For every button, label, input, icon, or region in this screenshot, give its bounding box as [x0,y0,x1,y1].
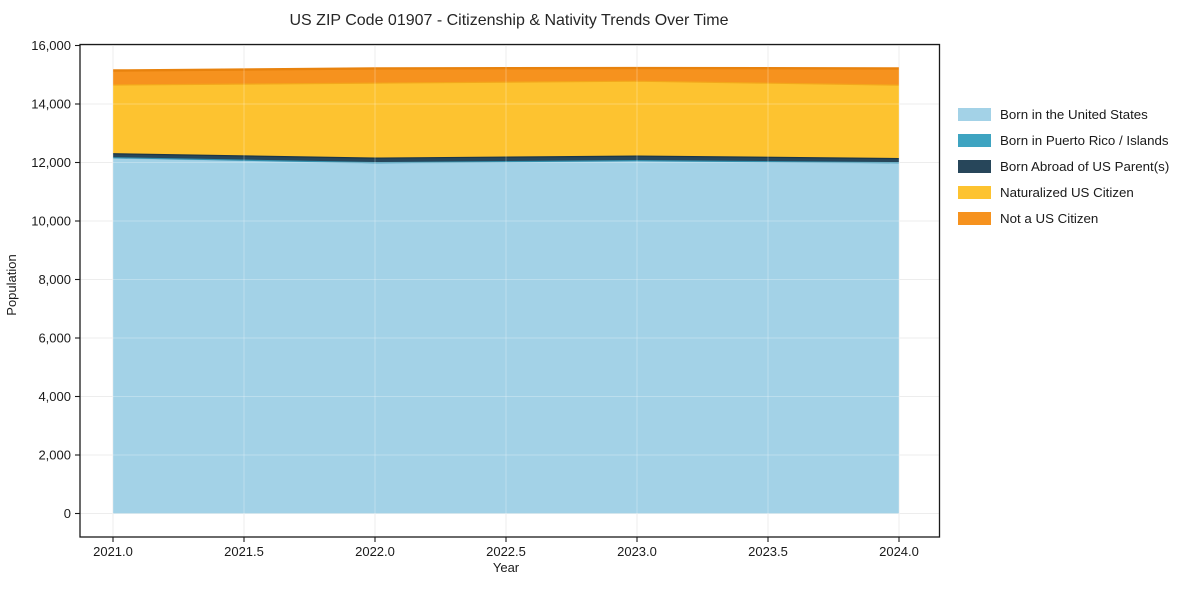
area-born-in-the-united-states [113,157,899,514]
area-edge [112,66,900,72]
area-naturalized-us-citizen [113,80,899,158]
area-edge [112,79,900,86]
x-axis-label: Year [493,560,520,575]
legend-item: Born in Puerto Rico / Islands [958,127,1169,153]
legend-label: Born in the United States [1000,106,1148,122]
legend-item: Born in the United States [958,101,1169,127]
legend-swatch [958,107,991,121]
y-tick-label: 10,000 [31,214,71,229]
chart-title: US ZIP Code 01907 - Citizenship & Nativi… [290,12,729,29]
axes-spines [79,43,941,538]
y-tick-label: 0 [64,506,71,521]
x-tick-label: 2022.0 [355,544,395,559]
x-tick-label: 2023.0 [617,544,657,559]
y-tick-label: 12,000 [31,155,71,170]
legend-item: Born Abroad of US Parent(s) [958,153,1169,179]
y-axis-label: Population [4,254,19,315]
legend-label: Not a US Citizen [1000,210,1099,226]
legend-label: Born in Puerto Rico / Islands [1000,132,1169,148]
legend-swatch [958,159,991,173]
legend-swatch [958,133,991,147]
legend-swatch [958,185,991,199]
y-tick-label: 14,000 [31,97,71,112]
axis-ticks: 0 2,000 4,000 6,000 8,000 10,000 12,000 14,000 1… [31,38,919,559]
x-tick-label: 2024.0 [879,544,919,559]
x-tick-label: 2022.5 [486,544,526,559]
legend-label: Born Abroad of US Parent(s) [1000,158,1170,174]
area-not-a-us-citizen [113,68,899,85]
legend-item: Naturalized US Citizen [958,179,1169,205]
y-tick-label: 4,000 [38,389,71,404]
x-tick-label: 2021.0 [93,544,133,559]
y-tick-label: 8,000 [38,272,71,287]
stacked-areas [112,66,900,514]
plot-border [79,43,941,538]
legend-swatch [958,211,991,225]
y-tick-label: 2,000 [38,448,71,463]
x-tick-label: 2021.5 [224,544,264,559]
gridlines-overlay [80,44,940,537]
legend-label: Naturalized US Citizen [1000,184,1134,200]
x-tick-label: 2023.5 [748,544,788,559]
y-tick-label: 6,000 [38,331,71,346]
y-tick-label: 16,000 [31,38,71,53]
legend: Born in the United States Born in Puerto … [958,101,1169,231]
legend-item: Not a US Citizen [958,205,1169,231]
